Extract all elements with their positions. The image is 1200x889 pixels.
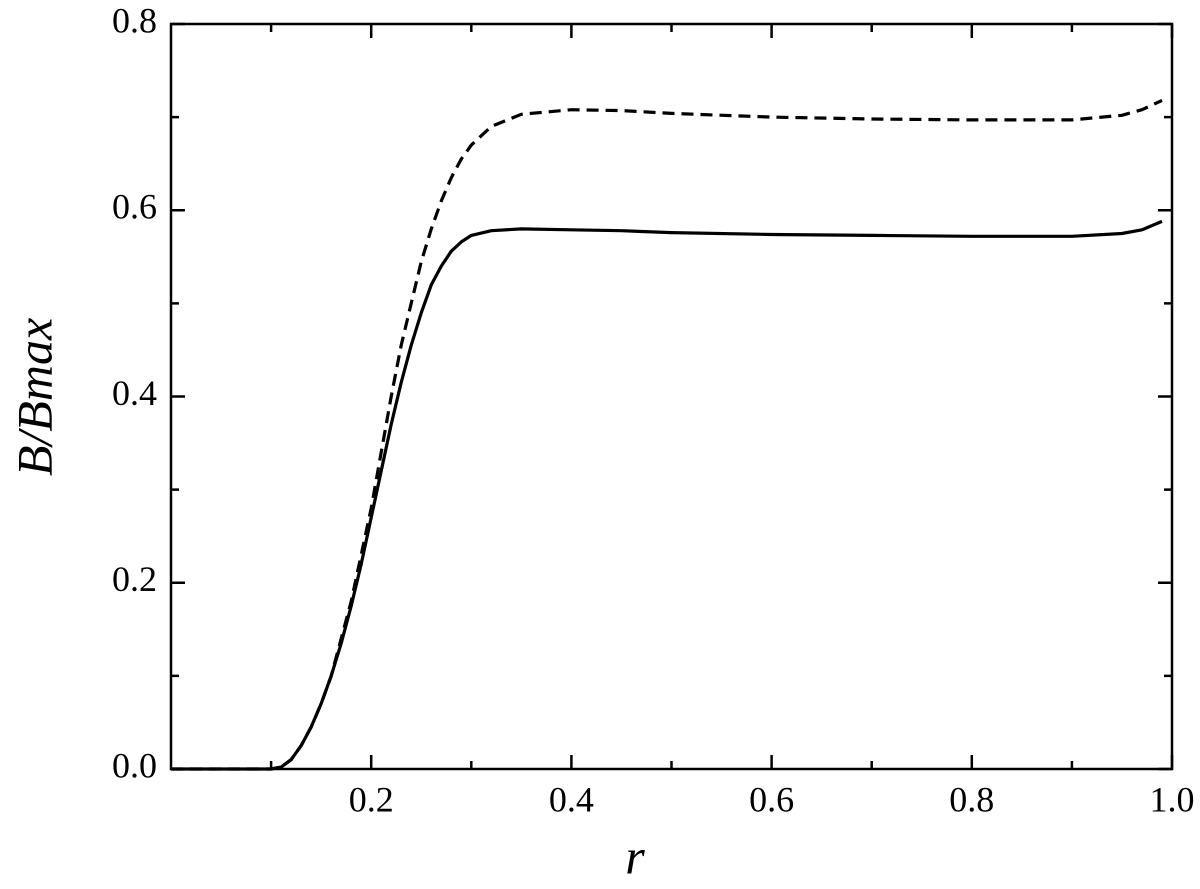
y-tick-label: 0.2 [112, 559, 157, 599]
x-tick-label: 0.6 [749, 779, 794, 819]
x-axis-label: r [625, 828, 645, 884]
y-tick-label: 0.4 [112, 373, 157, 413]
data-line [171, 219, 1163, 771]
y-tick-label: 0.6 [112, 187, 157, 227]
plot-frame [169, 22, 1174, 771]
x-tick-label: 1.0 [1150, 779, 1195, 819]
y-tick-label: 0.8 [112, 0, 157, 40]
x-tick-label: 0.4 [549, 779, 594, 819]
y-tick-label: 0.0 [112, 745, 157, 785]
data-line [171, 98, 1163, 771]
y-axis-label: B/Bmax [6, 318, 62, 476]
x-tick-label: 0.8 [949, 779, 994, 819]
x-tick-label: 0.2 [349, 779, 394, 819]
